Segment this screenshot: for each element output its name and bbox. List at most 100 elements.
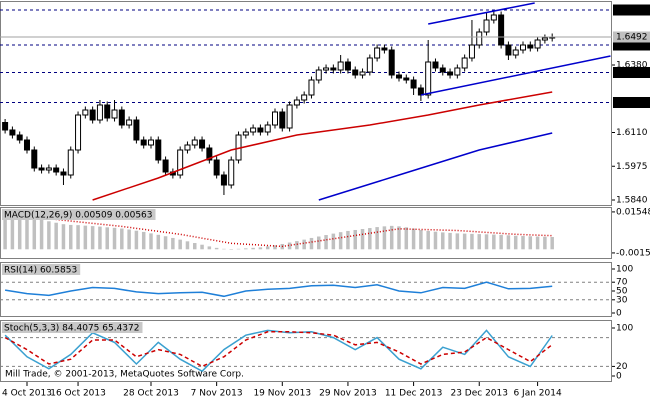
histogram-bar <box>338 232 343 250</box>
histogram-bar <box>513 235 518 250</box>
level-box <box>613 39 650 51</box>
candle-body <box>60 171 67 176</box>
candle-body <box>410 79 417 89</box>
x-tick-label: 23 Dec 2013 <box>450 389 508 399</box>
x-tick-label: 29 Nov 2013 <box>319 389 377 399</box>
histogram-bar <box>214 247 219 250</box>
histogram-bar <box>120 228 124 250</box>
histogram-bar <box>499 234 503 250</box>
histogram-bar <box>178 239 182 250</box>
level-label: 1.6460 <box>616 41 648 51</box>
histogram-bar <box>382 226 387 250</box>
candle-body <box>344 61 351 71</box>
histogram-bar <box>295 241 299 250</box>
candle-body <box>483 19 490 33</box>
candle-body <box>359 71 366 76</box>
indicator-label-box <box>2 209 156 220</box>
candle-body <box>498 14 505 46</box>
candle-body <box>96 104 103 121</box>
y-tick-label: 0.01548 <box>616 207 650 217</box>
histogram-bar <box>492 234 496 250</box>
histogram-bar <box>521 236 525 250</box>
histogram-bar <box>375 227 379 250</box>
histogram-bar <box>470 233 474 250</box>
histogram-bar <box>426 230 430 250</box>
histogram-bar <box>273 245 277 250</box>
histogram-bar <box>550 237 554 250</box>
candle-body <box>425 61 432 96</box>
y-tick-label: 1.5975 <box>616 162 648 172</box>
candle-body <box>520 44 527 51</box>
last-price-label: 1.6492 <box>616 33 648 43</box>
histogram-bar <box>462 233 467 250</box>
candle-body <box>126 119 133 126</box>
trend-line <box>428 2 535 25</box>
histogram-bar <box>222 248 226 250</box>
level-box <box>613 97 650 108</box>
y-tick-label: -0.0015 <box>616 248 650 258</box>
stoch-pane <box>0 320 612 382</box>
candle-body <box>505 44 512 56</box>
x-tick-label: 7 Nov 2013 <box>191 389 243 399</box>
histogram-bar <box>134 230 139 250</box>
candle-body <box>293 99 300 106</box>
histogram-bar <box>543 236 547 250</box>
candle-body <box>432 61 439 69</box>
histogram-bar <box>317 236 321 250</box>
histogram-bar <box>484 234 489 250</box>
candle-body <box>206 147 213 161</box>
y-tick-label: 100 <box>616 264 633 274</box>
candle-body <box>53 167 60 173</box>
candle-body <box>454 67 461 76</box>
histogram-bar <box>389 225 394 250</box>
candle-body <box>242 131 249 136</box>
candle-body <box>23 139 30 151</box>
level-box <box>613 67 650 78</box>
histogram-bar <box>25 217 29 250</box>
histogram-bar <box>353 229 357 250</box>
histogram-bar <box>10 215 15 250</box>
histogram-bar <box>236 248 241 250</box>
candle-body <box>381 47 388 51</box>
trend-line <box>420 55 611 96</box>
candle-body <box>468 44 475 59</box>
candle-body <box>133 119 140 141</box>
candle-body <box>461 57 468 69</box>
y-tick-label: 0 <box>616 372 622 382</box>
histogram-bar <box>156 234 161 250</box>
indicator-line <box>4 281 553 298</box>
candle-body <box>417 87 424 96</box>
histogram-bar <box>404 227 409 250</box>
copyright: Mill Trade, © 2001-2013, MetaQuotes Soft… <box>5 370 244 380</box>
main-pane <box>0 1 612 206</box>
candle-body <box>323 67 330 71</box>
x-tick-label: 19 Nov 2013 <box>253 389 311 399</box>
candle-body <box>388 49 395 76</box>
histogram-bar <box>69 224 73 250</box>
histogram-bar <box>309 237 314 250</box>
y-tick-label: 50 <box>616 286 628 296</box>
histogram-bar <box>3 215 7 250</box>
histogram-bar <box>207 246 212 250</box>
candle-body <box>38 167 45 171</box>
y-tick-label: 0 <box>616 309 622 319</box>
histogram-bar <box>90 226 95 250</box>
histogram-bar <box>368 228 372 250</box>
histogram-bar <box>54 222 58 250</box>
y-tick-label: 20 <box>616 362 628 372</box>
candle-body <box>403 77 410 81</box>
candle-body <box>2 122 9 131</box>
candle-body <box>512 49 519 56</box>
candle-body <box>31 149 38 169</box>
histogram-bar <box>251 247 255 250</box>
histogram-bar <box>258 247 263 250</box>
x-tick-label: 4 Oct 2013 <box>2 389 52 399</box>
indicator-label: RSI(14) 60.5853 <box>4 266 77 276</box>
candle-body <box>301 94 308 101</box>
level-label: 1.6230 <box>616 98 648 108</box>
histogram-bar <box>448 232 452 250</box>
histogram-bar <box>127 229 131 250</box>
indicator-label: MACD(12,26,9) 0.00509 0.00563 <box>4 211 153 221</box>
